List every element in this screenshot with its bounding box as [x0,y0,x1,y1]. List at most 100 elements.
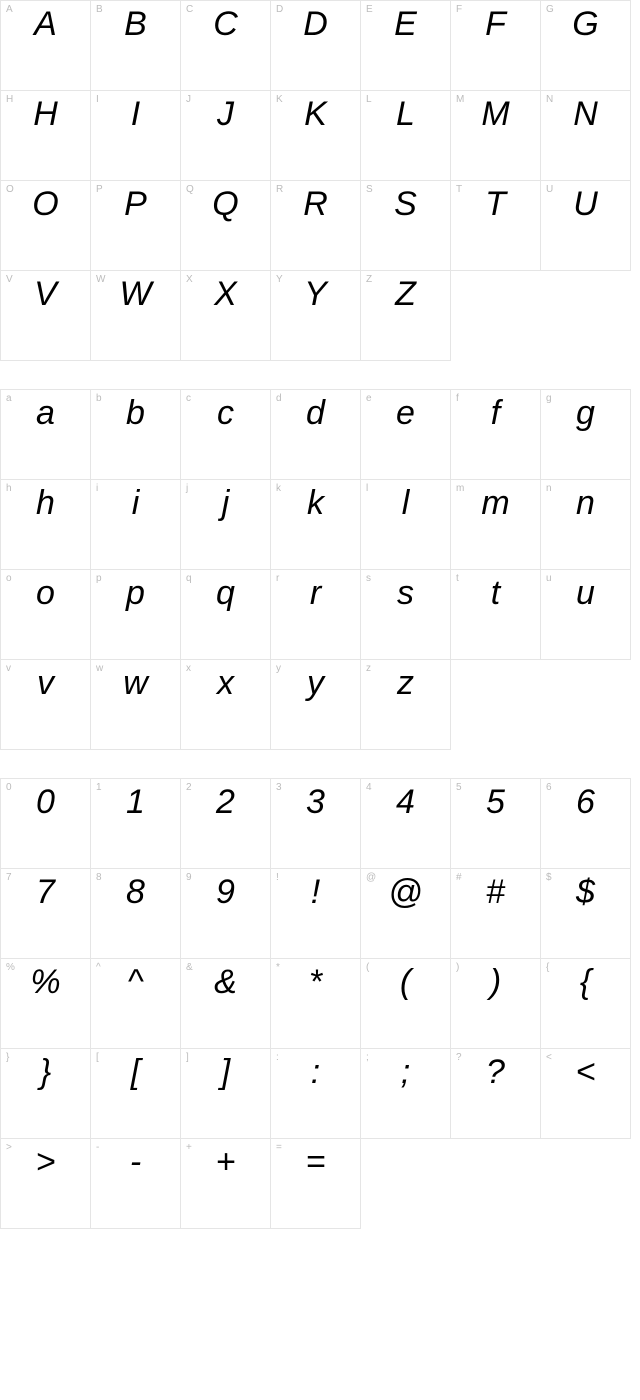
glyph-cell: PP [91,181,181,271]
glyph-display: ! [271,875,360,909]
glyph-cell: ## [451,869,541,959]
glyph-cell: hh [1,480,91,570]
glyph-cell: @@ [361,869,451,959]
glyph-display: Y [271,277,360,311]
glyph-display: m [451,486,540,520]
glyph-cell: 33 [271,779,361,869]
glyph-display: i [91,486,180,520]
glyph-cell: mm [451,480,541,570]
glyph-display: z [361,666,450,700]
glyph-display: { [541,965,630,999]
glyph-display: M [451,97,540,131]
empty-cell [451,660,541,750]
glyph-cell: ZZ [361,271,451,361]
glyph-cell: TT [451,181,541,271]
section-lowercase: aabbccddeeffgghhiijjkkllmmnnooppqqrrsstt… [0,389,640,750]
glyph-cell: !! [271,869,361,959]
glyph-cell: VV [1,271,91,361]
glyph-display: P [91,187,180,221]
glyph-cell: OO [1,181,91,271]
glyph-display: h [1,486,90,520]
glyph-display: & [181,965,270,999]
glyph-cell: HH [1,91,91,181]
glyph-cell: II [91,91,181,181]
glyph-display: E [361,7,450,41]
glyph-cell: ?? [451,1049,541,1139]
glyph-cell: BB [91,1,181,91]
glyph-display: J [181,97,270,131]
glyph-cell: UU [541,181,631,271]
glyph-display: T [451,187,540,221]
empty-cell [451,1139,541,1229]
glyph-cell: GG [541,1,631,91]
glyph-display: 9 [181,875,270,909]
glyph-display: c [181,396,270,430]
glyph-display: ; [361,1055,450,1089]
glyph-cell: ee [361,390,451,480]
glyph-cell: qq [181,570,271,660]
glyph-display: > [1,1145,90,1179]
section-uppercase: AABBCCDDEEFFGGHHIIJJKKLLMMNNOOPPQQRRSSTT… [0,0,640,361]
glyph-display: e [361,396,450,430]
glyph-display: p [91,576,180,610]
glyph-display: r [271,576,360,610]
glyph-display: y [271,666,360,700]
glyph-display: D [271,7,360,41]
glyph-cell: NN [541,91,631,181]
glyph-display: $ [541,875,630,909]
glyph-display: X [181,277,270,311]
glyph-cell: %% [1,959,91,1049]
glyph-cell: $$ [541,869,631,959]
glyph-cell: RR [271,181,361,271]
glyph-display: N [541,97,630,131]
glyph-cell: SS [361,181,451,271]
glyph-cell: (( [361,959,451,1049]
glyph-cell: )) [451,959,541,1049]
glyph-cell: MM [451,91,541,181]
glyph-cell: >> [1,1139,91,1229]
glyph-display: F [451,7,540,41]
glyph-display: 4 [361,785,450,819]
glyph-display: S [361,187,450,221]
glyph-display: ? [451,1055,540,1089]
glyph-display: } [1,1055,90,1089]
glyph-cell: XX [181,271,271,361]
glyph-cell: 22 [181,779,271,869]
glyph-display: x [181,666,270,700]
glyph-display: V [1,277,90,311]
glyph-display: G [541,7,630,41]
empty-cell [541,660,631,750]
glyph-cell: gg [541,390,631,480]
glyph-cell: zz [361,660,451,750]
glyph-cell: AA [1,1,91,91]
glyph-grid: 00112233445566778899!!@@##$$%%^^&&**(())… [0,778,631,1229]
glyph-cell: uu [541,570,631,660]
glyph-display: K [271,97,360,131]
glyph-cell: DD [271,1,361,91]
glyph-cell: pp [91,570,181,660]
glyph-cell: xx [181,660,271,750]
glyph-display: v [1,666,90,700]
glyph-cell: ww [91,660,181,750]
glyph-display: R [271,187,360,221]
empty-cell [451,271,541,361]
glyph-cell: ff [451,390,541,480]
glyph-display: o [1,576,90,610]
glyph-display: Z [361,277,450,311]
glyph-cell: dd [271,390,361,480]
empty-cell [361,1139,451,1229]
glyph-cell: ii [91,480,181,570]
glyph-display: a [1,396,90,430]
glyph-cell: rr [271,570,361,660]
glyph-cell: 77 [1,869,91,959]
glyph-cell: ++ [181,1139,271,1229]
glyph-display: - [91,1145,180,1179]
glyph-display: b [91,396,180,430]
glyph-display: = [271,1145,360,1179]
glyph-display: 2 [181,785,270,819]
glyph-display: ] [181,1055,270,1089]
glyph-cell: }} [1,1049,91,1139]
glyph-display: w [91,666,180,700]
glyph-cell: bb [91,390,181,480]
glyph-display: f [451,396,540,430]
